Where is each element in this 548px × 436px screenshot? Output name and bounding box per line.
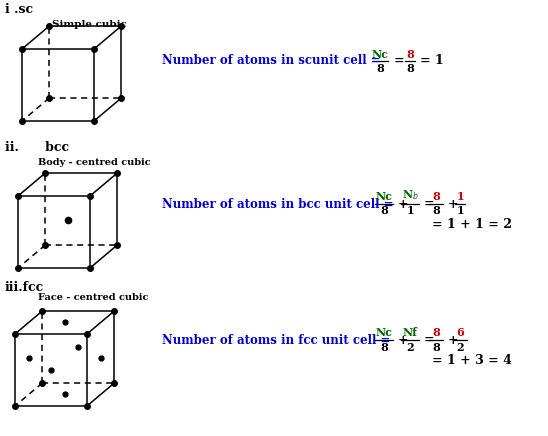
Text: 6: 6 [456, 327, 464, 338]
Text: 2: 2 [456, 341, 464, 352]
Text: 1: 1 [456, 191, 464, 202]
Text: Nc: Nc [375, 327, 392, 338]
Text: =: = [394, 54, 405, 68]
Text: Number of atoms in scunit cell =: Number of atoms in scunit cell = [162, 54, 381, 68]
Text: =: = [424, 334, 435, 347]
Text: 1: 1 [456, 205, 464, 217]
Text: = 1 + 3 = 4: = 1 + 3 = 4 [432, 354, 512, 367]
Text: +: + [398, 334, 409, 347]
Text: 8: 8 [432, 205, 440, 217]
Text: 8: 8 [432, 191, 440, 202]
Text: Face - centred cubic: Face - centred cubic [38, 293, 149, 302]
Text: Number of atoms in fcc unit cell =: Number of atoms in fcc unit cell = [162, 334, 390, 347]
Text: = 1: = 1 [420, 54, 444, 68]
Text: i .sc: i .sc [5, 3, 33, 16]
Text: iii.fcc: iii.fcc [5, 281, 44, 294]
Text: Body - centred cubic: Body - centred cubic [38, 158, 151, 167]
Text: 1: 1 [406, 205, 414, 217]
Text: 8: 8 [380, 341, 388, 352]
Text: Nf: Nf [403, 327, 418, 338]
Text: Nc: Nc [375, 191, 392, 202]
Text: 2: 2 [406, 341, 414, 352]
Text: ii.      bcc: ii. bcc [5, 141, 69, 154]
Text: 8: 8 [376, 62, 384, 74]
Text: N$_b$: N$_b$ [402, 189, 419, 202]
Text: 8: 8 [406, 62, 414, 74]
Text: Number of atoms in bcc unit cell =: Number of atoms in bcc unit cell = [162, 198, 393, 211]
Text: 8: 8 [432, 327, 440, 338]
Text: 8: 8 [380, 205, 388, 217]
Text: +: + [448, 198, 459, 211]
Text: +: + [398, 198, 409, 211]
Text: 8: 8 [406, 48, 414, 59]
Text: Nc: Nc [372, 48, 389, 59]
Text: +: + [448, 334, 459, 347]
Text: =: = [424, 198, 435, 211]
Text: 8: 8 [432, 341, 440, 352]
Text: Simple cubic: Simple cubic [52, 20, 127, 29]
Text: = 1 + 1 = 2: = 1 + 1 = 2 [432, 218, 512, 231]
